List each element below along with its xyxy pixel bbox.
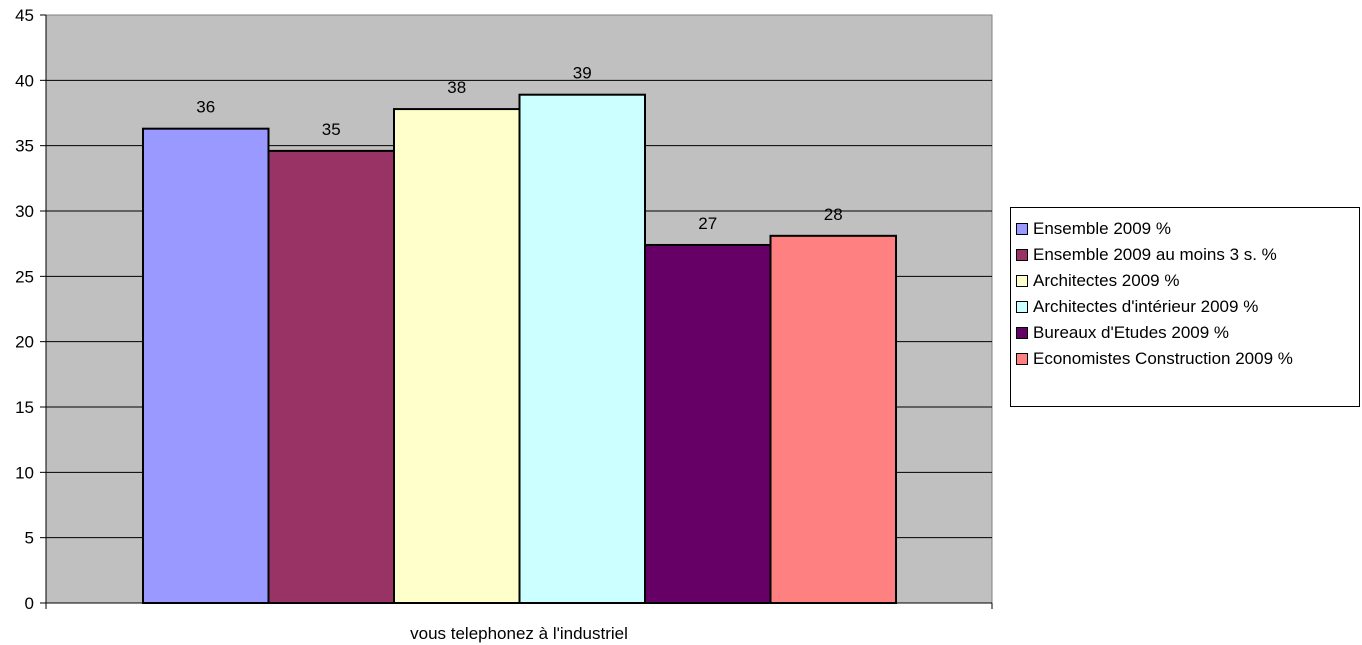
data-label: 27 (698, 214, 717, 233)
y-tick-label: 35 (15, 137, 34, 156)
data-label: 36 (196, 98, 215, 117)
y-tick-label: 20 (15, 333, 34, 352)
legend-swatch (1016, 249, 1028, 261)
legend-label: Bureaux d'Etudes 2009 % (1033, 323, 1230, 342)
legend-item: Ensemble 2009 % (1016, 216, 1359, 242)
data-label: 35 (322, 120, 341, 139)
legend-item: Economistes Construction 2009 % (1016, 346, 1359, 372)
legend-label: Ensemble 2009 % (1033, 219, 1171, 238)
data-label: 38 (447, 78, 466, 97)
legend-item: Architectes d'intérieur 2009 % (1016, 294, 1359, 320)
legend-swatch (1016, 301, 1028, 313)
y-tick-label: 45 (15, 6, 34, 25)
bar (518, 93, 646, 604)
legend-swatch (1016, 223, 1028, 235)
bar (393, 108, 521, 605)
legend-item: Ensemble 2009 au moins 3 s. % (1016, 242, 1359, 268)
legend-label: Architectes d'intérieur 2009 % (1033, 297, 1259, 316)
legend-swatch (1016, 327, 1028, 339)
bar (644, 243, 772, 604)
y-tick-label: 15 (15, 398, 34, 417)
y-tick-label: 25 (15, 267, 34, 286)
legend-label: Architectes 2009 % (1033, 271, 1180, 290)
y-tick-label: 5 (25, 529, 34, 548)
x-category-label: vous telephonez à l'industriel (410, 624, 628, 643)
legend-label: Ensemble 2009 au moins 3 s. % (1033, 245, 1277, 264)
bar (142, 127, 270, 604)
y-tick-label: 0 (25, 594, 34, 613)
data-label: 28 (824, 205, 843, 224)
legend: Ensemble 2009 % Ensemble 2009 au moins 3 … (1010, 207, 1360, 407)
y-tick-label: 30 (15, 202, 34, 221)
legend-label: Economistes Construction 2009 % (1033, 349, 1293, 368)
legend-item: Architectes 2009 % (1016, 268, 1359, 294)
legend-item: Bureaux d'Etudes 2009 % (1016, 320, 1359, 346)
legend-swatch (1016, 353, 1028, 365)
y-tick-label: 10 (15, 463, 34, 482)
bar (769, 234, 897, 604)
data-label: 39 (573, 64, 592, 83)
bar (267, 149, 395, 604)
legend-swatch (1016, 275, 1028, 287)
y-tick-label: 40 (15, 71, 34, 90)
